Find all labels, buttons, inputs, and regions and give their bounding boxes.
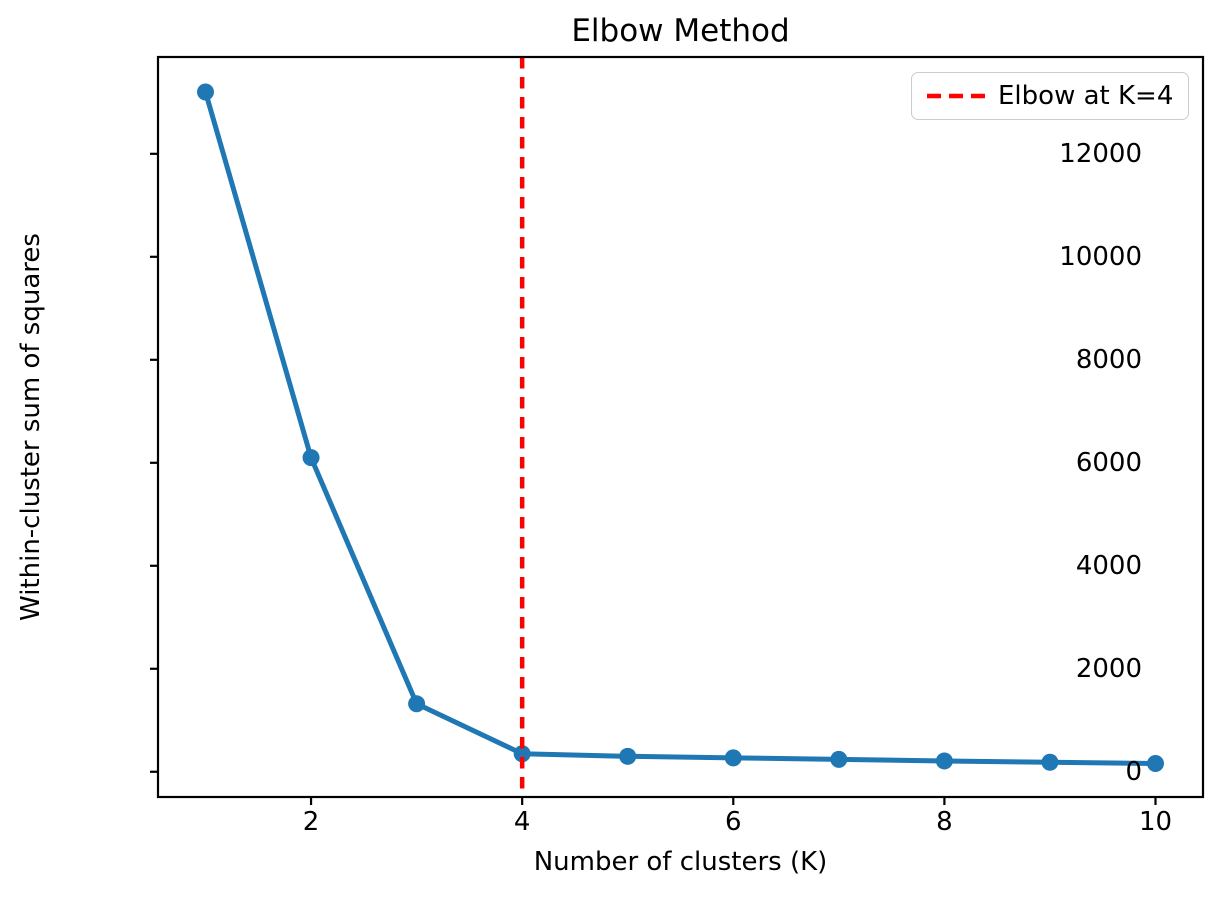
x-axis-label: Number of clusters (K) (533, 847, 828, 877)
wss-line (203, 89, 1158, 767)
data-point-k9 (1041, 753, 1059, 771)
y-tick-label-4000: 4000 (1075, 550, 1142, 581)
data-point-k10 (1147, 755, 1164, 773)
data-point-k7 (830, 750, 848, 768)
y-tick-label-0: 0 (1125, 756, 1142, 787)
data-point-k5 (619, 747, 637, 765)
data-point-k6 (724, 749, 742, 767)
chart-title: Elbow Method (571, 13, 790, 49)
legend-label: Elbow at K=4 (998, 81, 1174, 111)
x-tick-label-6: 6 (724, 807, 742, 837)
y-axis-label: Within-cluster sum of squares (16, 233, 46, 621)
data-point-k1 (197, 83, 214, 101)
data-point-k2 (302, 449, 320, 467)
data-point-k8 (935, 752, 953, 770)
y-tick-label-10000: 10000 (1059, 241, 1142, 272)
x-tick-label-10: 10 (1138, 807, 1173, 837)
y-tick-label-2000: 2000 (1075, 653, 1142, 684)
y-tick-label-8000: 8000 (1075, 344, 1142, 375)
x-tick-label-2: 2 (302, 807, 320, 837)
elbow-line-legend-icon (927, 93, 985, 99)
legend: Elbow at K=4 (911, 72, 1190, 120)
y-tick-label-6000: 6000 (1075, 447, 1142, 478)
x-tick-label-8: 8 (936, 807, 953, 837)
data-point-k3 (408, 695, 426, 713)
x-tick-label-4: 4 (513, 807, 531, 837)
y-tick-label-12000: 12000 (1059, 138, 1142, 169)
data-point-k4 (513, 745, 531, 763)
axes-spines (156, 55, 1205, 799)
